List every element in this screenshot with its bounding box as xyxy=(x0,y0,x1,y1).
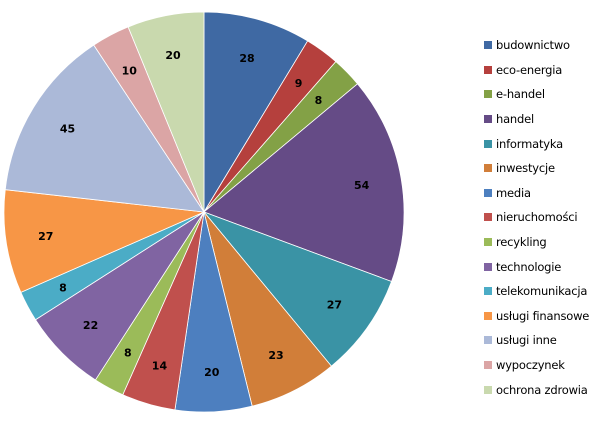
legend-item: usługi finansowe xyxy=(484,304,589,329)
legend-item: e-handel xyxy=(484,82,589,107)
legend-item: inwestycje xyxy=(484,156,589,181)
data-label: 27 xyxy=(327,299,342,312)
legend-item: telekomunikacja xyxy=(484,279,589,304)
legend-label: wypoczynek xyxy=(496,358,565,373)
data-label: 27 xyxy=(38,230,53,243)
pie-slice-0 xyxy=(203,11,309,214)
data-label: 28 xyxy=(239,52,254,65)
legend-swatch xyxy=(484,287,492,296)
data-label: 22 xyxy=(83,319,98,332)
legend-item: eco-energia xyxy=(484,58,589,83)
legend-swatch xyxy=(484,361,492,370)
pie-slice-3 xyxy=(203,83,405,283)
legend-item: wypoczynek xyxy=(484,353,589,378)
legend-label: telekomunikacja xyxy=(496,284,588,299)
legend-label: e-handel xyxy=(496,87,545,102)
legend-label: handel xyxy=(496,112,534,127)
data-label: 8 xyxy=(124,347,132,360)
legend-label: eco-energia xyxy=(496,62,563,77)
legend-item: budownictwo xyxy=(484,33,589,58)
data-label: 8 xyxy=(59,281,67,294)
legend-swatch xyxy=(484,41,492,50)
legend-item: media xyxy=(484,181,589,206)
legend-swatch xyxy=(484,213,492,222)
legend-item: usługi inne xyxy=(484,328,589,353)
legend-swatch xyxy=(484,164,492,173)
legend-swatch xyxy=(484,311,492,320)
legend-swatch xyxy=(484,238,492,247)
pie-slice-11 xyxy=(3,189,206,293)
legend-label: ochrona zdrowia xyxy=(496,382,588,397)
legend-item: nieruchomości xyxy=(484,205,589,230)
pie-slice-4 xyxy=(202,211,393,367)
legend-swatch xyxy=(484,188,492,197)
legend-item: technologie xyxy=(484,254,589,279)
data-label: 20 xyxy=(204,366,220,379)
legend-swatch xyxy=(484,262,492,271)
data-label: 9 xyxy=(295,77,303,90)
legend: budownictwo eco-energia e-handel handel info… xyxy=(484,33,589,402)
data-label: 14 xyxy=(152,360,168,373)
legend-item: handel xyxy=(484,107,589,132)
data-label: 54 xyxy=(354,179,370,192)
data-label: 23 xyxy=(268,349,283,362)
legend-swatch xyxy=(484,336,492,345)
legend-label: nieruchomości xyxy=(496,210,578,225)
legend-swatch xyxy=(484,115,492,124)
legend-swatch xyxy=(484,385,492,394)
legend-item: ochrona zdrowia xyxy=(484,377,589,402)
legend-label: budownictwo xyxy=(496,38,570,53)
legend-item: recykling xyxy=(484,230,589,255)
legend-label: usługi inne xyxy=(496,333,557,348)
data-label: 8 xyxy=(315,94,323,107)
legend-swatch xyxy=(484,139,492,148)
legend-swatch xyxy=(484,65,492,74)
legend-label: inwestycje xyxy=(496,161,555,176)
pie-slice-12 xyxy=(4,44,205,213)
legend-swatch xyxy=(484,90,492,99)
data-label: 10 xyxy=(122,65,138,78)
legend-label: media xyxy=(496,185,531,200)
legend-label: usługi finansowe xyxy=(496,308,590,323)
legend-label: technologie xyxy=(496,259,562,274)
legend-item: informatyka xyxy=(484,131,589,156)
pie-slice-14 xyxy=(127,11,205,213)
legend-label: recykling xyxy=(496,235,547,250)
data-label: 20 xyxy=(165,49,181,62)
data-label: 45 xyxy=(60,122,75,135)
legend-label: informatyka xyxy=(496,136,563,151)
